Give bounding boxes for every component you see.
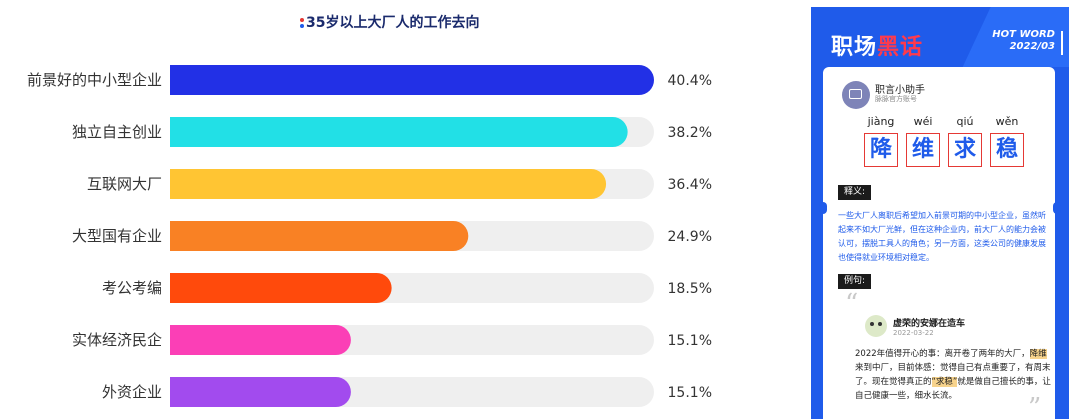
example-tag: 例句: — [838, 274, 872, 289]
pinyin-2: wéi — [913, 115, 933, 128]
bar — [170, 377, 351, 407]
panel-notch-right — [1053, 202, 1061, 214]
example-date: 2022-03-22 — [893, 329, 934, 337]
chart-title-text: 35岁以上大厂人的工作去向 — [306, 15, 480, 31]
bar — [170, 117, 628, 147]
bar-chart: 前景好的中小型企业 40.4% 独立自主创业 38.2% 互联网大厂 36.4% 大型国有企… — [27, 65, 712, 407]
bar — [170, 65, 654, 95]
example-text-part-3: 就是做自己擅长的事，让自己健康一些，细水长流。 — [855, 377, 1051, 401]
open-quote-icon: “ — [845, 289, 859, 319]
avatar-eye-left-icon — [870, 322, 874, 326]
avatar — [842, 81, 870, 109]
example-avatar — [865, 315, 887, 337]
value-label: 15.1% — [668, 385, 712, 401]
card-panel: 职言小助手 脉脉官方账号 jiàng wéi qiú wěn 降 维 求 稳 释… — [823, 67, 1055, 419]
pinyin-3: qiú — [956, 115, 974, 128]
example-text-part-2: 来到中厂，目前体感：觉得自己有点重要了，有周末了。现在觉得真正的 — [855, 363, 1051, 387]
example-username: 虚荣的安娜在造车 — [893, 319, 966, 329]
hanzi-4: 稳 — [990, 133, 1024, 167]
value-label: 18.5% — [668, 281, 712, 297]
value-label: 38.2% — [668, 125, 712, 141]
close-quote-icon: ” — [1028, 393, 1042, 419]
category-label: 实体经济民企 — [72, 331, 162, 349]
definition-tag: 释义: — [838, 185, 872, 200]
category-label: 大型国有企业 — [72, 227, 162, 245]
brand-part-2: 黑话 — [877, 35, 924, 60]
hot-word-line-1: HOT WORD — [992, 29, 1055, 40]
category-label: 独立自主创业 — [72, 123, 162, 141]
chat-bubble-icon — [849, 89, 862, 99]
hanzi-2: 维 — [906, 133, 940, 167]
hanzi-1: 降 — [864, 133, 898, 167]
title-dot-red-icon — [300, 18, 304, 22]
bar — [170, 325, 351, 355]
example-text: 2022年值得开心的事：离开卷了两年的大厂，降维来到中厂，目前体感：觉得自己有点… — [855, 347, 1051, 403]
bar — [170, 221, 469, 251]
avatar-eye-right-icon — [878, 322, 882, 326]
hot-word-card: 职场黑话 HOT WORD 2022/03 职言小助手 脉脉官方账号 jiàng… — [811, 7, 1069, 419]
hot-word-line-2: 2022/03 — [1009, 41, 1055, 52]
pinyin-4: wěn — [995, 115, 1019, 128]
value-label: 24.9% — [668, 229, 712, 245]
category-label: 外资企业 — [102, 383, 162, 401]
author-subtitle: 脉脉官方账号 — [875, 95, 917, 103]
example-highlight-1: 降维 — [1029, 349, 1047, 359]
category-label: 互联网大厂 — [87, 175, 162, 193]
card-brand: 职场黑话 — [831, 29, 923, 61]
author-name: 职言小助手 — [875, 85, 925, 96]
chart-title: 35岁以上大厂人的工作去向 — [300, 12, 479, 32]
hanzi-3: 求 — [948, 133, 982, 167]
example-text-part-1: 2022年值得开心的事：离开卷了两年的大厂， — [855, 349, 1030, 359]
brand-part-1: 职场 — [831, 35, 878, 60]
category-label: 前景好的中小型企业 — [27, 71, 162, 89]
pinyin-1: jiàng — [867, 115, 895, 128]
title-dot-blue-icon — [300, 24, 304, 28]
hot-word-bar — [1061, 31, 1063, 55]
hot-word-label: HOT WORD 2022/03 — [992, 29, 1063, 55]
category-label: 考公考编 — [102, 279, 162, 297]
panel-notch-left — [819, 202, 827, 214]
definition-text: 一些大厂人离职后希望加入前景可期的中小型企业，虽然听起来不如大厂光鲜，但在这种企… — [838, 211, 1046, 262]
bar — [170, 169, 607, 199]
value-label: 36.4% — [668, 177, 712, 193]
value-label: 40.4% — [668, 73, 712, 89]
example-highlight-2: “求稳” — [931, 377, 958, 387]
value-label: 15.1% — [668, 333, 712, 349]
bar — [170, 273, 392, 303]
